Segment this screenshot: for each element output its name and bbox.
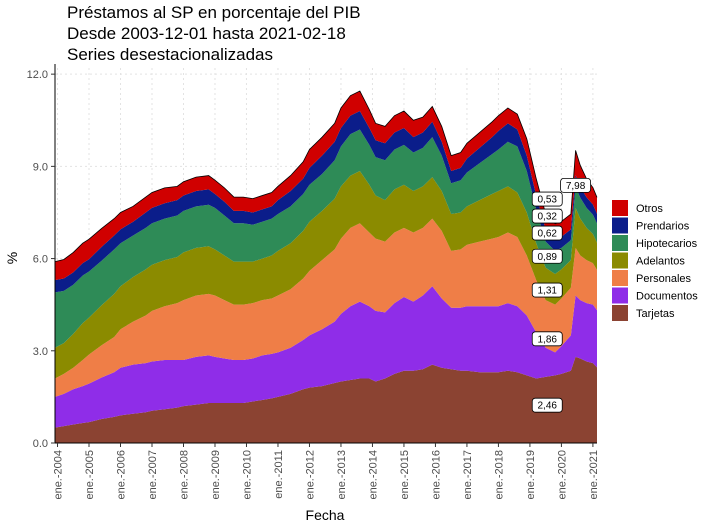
y-tick-label: 12.0: [27, 69, 48, 81]
value-label-text: 1,31: [538, 286, 558, 297]
x-tick-label: ene.-2019: [525, 450, 537, 500]
axes: 0.0 3.0 6.0 9.0 12.0 ene.-2004 ene.-2005 ene.-2…: [27, 64, 600, 500]
x-tick-label: ene.-2014: [367, 450, 379, 500]
x-tick-label: ene.-2021: [588, 450, 600, 500]
total-label: 7,98: [560, 178, 591, 193]
y-axis-title: %: [4, 252, 20, 264]
area-hipotecarios: [55, 129, 597, 348]
value-label-documentos: 1,86: [531, 331, 563, 347]
legend-swatch: [612, 200, 628, 216]
x-tick-label: ene.-2004: [53, 450, 65, 500]
chart-title: Préstamos al SP en porcentaje del PIB De…: [67, 3, 361, 64]
title-line-1: Préstamos al SP en porcentaje del PIB: [67, 3, 361, 22]
total-label-box: [560, 178, 591, 193]
legend-item-hipotecarios: Hipotecarios: [612, 235, 698, 251]
legend-label: Otros: [636, 203, 663, 215]
x-tick-label: ene.-2009: [210, 450, 222, 500]
value-label-box: [531, 248, 563, 264]
value-label-box: [531, 397, 563, 413]
value-label-box: [531, 282, 563, 298]
legend-swatch: [612, 217, 628, 234]
total-outline: [54, 90, 598, 263]
x-tick-label: ene.-2005: [84, 450, 96, 500]
value-label-adelantos: 0,89: [531, 248, 563, 264]
value-label-box: [531, 208, 563, 224]
legend-item-adelantos: Adelantos: [612, 252, 685, 269]
value-label-prendarios: 0,32: [531, 208, 563, 224]
legend-item-personales: Personales: [612, 270, 692, 286]
x-tick-label: ene.-2011: [273, 450, 285, 499]
y-tick-label: 6.0: [33, 254, 48, 266]
legend-swatch: [612, 235, 628, 251]
value-label-box: [531, 225, 563, 241]
value-label-box: [531, 191, 563, 207]
value-label-hipotecarios: 0,62: [531, 225, 563, 241]
value-labels: 2,46 1,86 1,31 0,89 0,62 0,32 0,53 7,98: [531, 178, 591, 413]
legend-item-otros: Otros: [612, 200, 663, 216]
legend-item-prendarios: Prendarios: [612, 217, 690, 234]
value-label-text: 1,86: [538, 334, 558, 345]
y-tick-label: 3.0: [33, 346, 48, 358]
legend-item-documentos: Documentos: [612, 287, 698, 304]
legend-item-tarjetas: Tarjetas: [612, 305, 675, 321]
legend-label: Personales: [636, 273, 692, 285]
x-tick-label: ene.-2018: [493, 450, 505, 500]
legend-label: Documentos: [636, 291, 698, 303]
value-label-text: 0,89: [538, 252, 558, 263]
y-tick-label: 9.0: [33, 161, 48, 173]
legend-swatch: [612, 287, 628, 304]
area-adelantos: [55, 170, 597, 379]
legend-label: Prendarios: [636, 221, 690, 233]
x-tick-label: ene.-2015: [399, 450, 411, 500]
value-label-tarjetas: 2,46: [531, 397, 563, 413]
x-tick-label: ene.-2017: [462, 450, 474, 500]
total-label-text: 7,98: [566, 181, 586, 192]
area-documentos: [55, 286, 597, 428]
x-tick-label: ene.-2012: [304, 450, 316, 500]
area-layers: [54, 90, 598, 443]
value-label-otros: 0,53: [531, 191, 563, 207]
value-label-box: [531, 331, 563, 347]
x-tick-label: ene.-2016: [430, 450, 442, 500]
x-tick-label: ene.-2008: [178, 450, 190, 500]
x-axis-title: Fecha: [306, 507, 345, 523]
value-label-text: 0,32: [538, 212, 558, 223]
legend-label: Tarjetas: [636, 308, 675, 320]
y-tick-label: 0.0: [33, 438, 48, 450]
legend-swatch: [612, 270, 628, 286]
legend-swatch: [612, 252, 628, 269]
title-line-2: Desde 2003-12-01 hasta 2021-02-18: [67, 24, 346, 43]
x-tick-label: ene.-2007: [147, 450, 159, 500]
legend: Otros Prendarios Hipotecarios Adelantos Pers…: [612, 200, 698, 321]
legend-swatch: [612, 305, 628, 321]
value-label-text: 2,46: [538, 401, 558, 412]
value-label-text: 0,53: [538, 195, 558, 206]
value-label-personales: 1,31: [531, 282, 563, 298]
x-tick-label: ene.-2010: [241, 450, 253, 500]
title-line-3: Series desestacionalizadas: [67, 45, 273, 64]
x-tick-label: ene.-2013: [336, 450, 348, 500]
x-tick-label: ene.-2006: [116, 450, 128, 500]
legend-label: Adelantos: [636, 256, 685, 268]
value-label-text: 0,62: [538, 229, 558, 240]
legend-label: Hipotecarios: [636, 238, 698, 250]
area-tarjetas: [55, 356, 597, 443]
area-personales: [55, 218, 597, 397]
x-tick-label: ene.-2020: [556, 450, 568, 500]
